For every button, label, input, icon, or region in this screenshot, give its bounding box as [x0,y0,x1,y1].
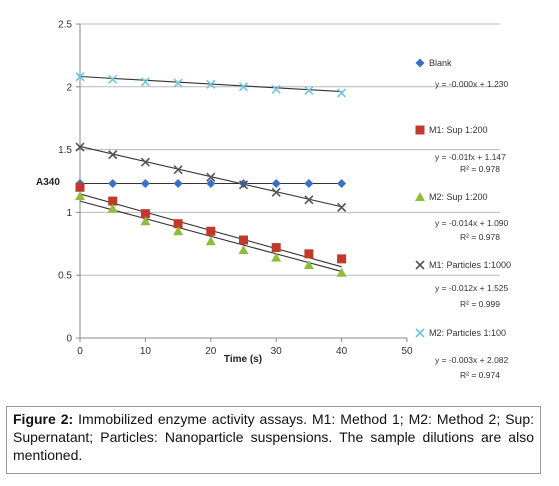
r-squared: R² = 0.999 [460,299,500,309]
legend-marker [415,192,425,201]
data-point [140,209,150,219]
x-tick-label: 20 [205,346,217,357]
gridlines [80,23,500,276]
data-point [304,249,314,259]
data-point [140,216,151,226]
data-point [140,157,150,167]
trend-equation: y = -0.014x + 1.090 [435,218,509,228]
legend-marker [415,328,425,338]
data-point [108,179,118,189]
data-point [238,180,249,190]
legend-marker [415,58,425,68]
tick-labels: 0 0.5 1 1.5 2 2.5 0 10 20 30 40 50 [58,20,413,358]
data-point [303,260,314,270]
data-point [140,179,150,189]
data-point [238,245,249,255]
chart: 0 0.5 1 1.5 2 2.5 0 10 20 30 40 50 A340 Time (s) Bl… [0,0,559,400]
figure-caption: Figure 2: Immobilized enzyme activity as… [6,406,541,474]
data-point [271,179,281,189]
data-point [206,226,216,236]
data-point [271,243,281,253]
y-tick-label: 1 [66,208,72,219]
data-point [239,235,248,245]
data-point [304,86,314,96]
data-point [173,226,184,236]
data-point [206,172,216,182]
trendline [79,200,342,272]
data-point [173,219,183,229]
r-squared: R² = 0.978 [460,232,500,242]
data-point [75,72,85,82]
legend-label: M1: Particles 1:1000 [429,260,511,270]
data-markers [75,72,347,277]
data-point [75,142,85,152]
data-point [108,74,118,84]
y-tick-label: 2.5 [58,20,72,31]
legend-label: Blank [429,58,452,68]
data-point [206,79,216,89]
legend-label: M2: Particles 1:100 [429,328,506,338]
data-point [337,88,347,98]
data-point [75,182,85,192]
trend-equation: y = -0.01fx + 1.147 [435,152,506,162]
x-tick-label: 10 [140,346,152,357]
data-point [140,77,150,87]
legend-marker [415,125,425,135]
trend-equation: y = -0.003x + 2.082 [435,355,509,365]
x-axis-title: Time (s) [224,354,262,365]
y-tick-label: 0 [66,334,72,345]
data-point [304,195,314,205]
data-point [205,236,216,246]
y-axis-title: A340 [36,177,60,188]
y-tick-label: 1.5 [58,145,72,156]
legend-label: M2: Sup 1:200 [429,192,488,202]
caption-text: Immobilized enzyme activity assays. M1: … [13,411,534,463]
legend: Blank y = -0.000x + 1.230 M1: Sup 1:200 y =… [415,58,511,380]
data-point [304,179,314,189]
legend-marker [415,260,425,270]
data-point [173,165,183,175]
trend-equation: y = -0.000x + 1.230 [435,79,509,89]
x-tick-label: 50 [401,346,413,357]
x-tick-label: 0 [77,346,83,357]
data-point [337,202,347,212]
data-point [107,203,118,213]
data-point [336,267,347,277]
data-point [75,191,85,201]
data-point [337,179,347,189]
data-point [206,179,216,189]
legend-label: M1: Sup 1:200 [429,125,488,135]
data-point [108,150,118,160]
x-tick-label: 30 [271,346,283,357]
data-point [239,179,248,189]
data-point [271,84,281,94]
y-tick-label: 2 [66,82,72,93]
data-point [108,196,118,206]
data-point [173,179,183,189]
trend-equation: y = -0.012x + 1.525 [435,283,509,293]
data-point [238,82,249,92]
x-tick-label: 40 [336,346,348,357]
r-squared: R² = 0.974 [460,370,500,380]
y-tick-label: 0.5 [58,271,72,282]
r-squared: R² = 0.978 [460,164,500,174]
data-point [271,252,282,262]
plot-area [0,0,559,400]
caption-label: Figure 2: [13,411,74,427]
data-point [271,187,281,197]
data-point [173,78,183,88]
data-point [337,254,347,264]
